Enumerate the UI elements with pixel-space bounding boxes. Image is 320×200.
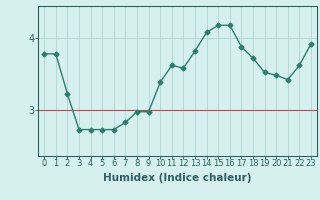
X-axis label: Humidex (Indice chaleur): Humidex (Indice chaleur) — [103, 173, 252, 183]
